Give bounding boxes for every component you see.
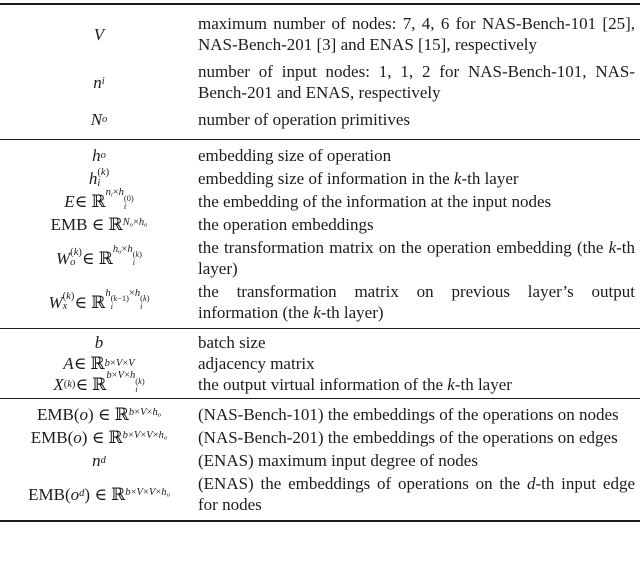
notation-cell: EMB ∈ ℝ No×ho bbox=[50, 215, 148, 234]
description-cell: maximum number of nodes: 7, 4, 6 for NAS… bbox=[198, 14, 635, 54]
description-cell: number of input nodes: 1, 1, 2 for NAS-B… bbox=[198, 62, 635, 102]
description-cell: the transformation matrix on the operati… bbox=[198, 238, 635, 278]
notation-cell: b bbox=[94, 333, 104, 352]
description-cell: the operation embeddings bbox=[198, 215, 374, 234]
table-section: h o embedding size of operation h (k) i embedd… bbox=[0, 139, 640, 328]
description-cell: batch size bbox=[198, 333, 266, 352]
description-cell: number of operation primitives bbox=[198, 110, 410, 129]
description-cell: embedding size of operation bbox=[198, 146, 392, 165]
description-cell: (ENAS) maximum input degree of nodes bbox=[198, 451, 478, 470]
notation-cell: h (k) i bbox=[88, 167, 110, 189]
description-cell: (NAS-Bench-101) the embeddings of the op… bbox=[198, 405, 619, 424]
description-cell: (NAS-Bench-201) the embeddings of the op… bbox=[198, 428, 618, 447]
table-row: h (k) i embedding size of information in th… bbox=[0, 167, 640, 190]
description-cell: the embedding of the information at the … bbox=[198, 192, 552, 211]
table-row: EMB ∈ ℝ No×ho the operation embeddings bbox=[0, 213, 640, 236]
table-row: b batch size bbox=[0, 332, 640, 353]
table-row: n i number of input nodes: 1, 1, 2 for NAS… bbox=[0, 58, 640, 106]
description-cell: adjacency matrix bbox=[198, 354, 315, 373]
description-cell: (ENAS) the embeddings of operations on t… bbox=[198, 474, 636, 514]
description-cell: the output virtual information of the k-… bbox=[198, 375, 512, 394]
description-cell: embedding size of information in the k-t… bbox=[198, 169, 519, 188]
table-row: h o embedding size of operation bbox=[0, 144, 640, 167]
notation-cell: V bbox=[93, 24, 105, 44]
description-cell: the transformation matrix on previous la… bbox=[198, 282, 635, 322]
table-row: n d (ENAS) maximum input degree of nodes bbox=[0, 449, 640, 472]
